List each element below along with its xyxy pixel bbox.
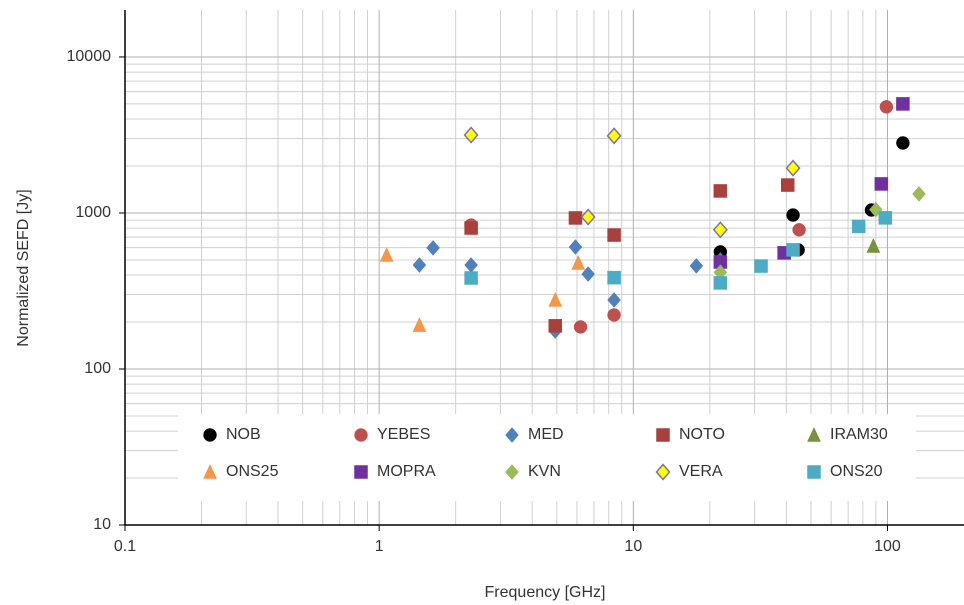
legend-label: ONS25	[226, 463, 279, 480]
legend-label: VERA	[679, 463, 723, 480]
legend-marker	[203, 463, 217, 479]
y-tick-label: 1000	[75, 204, 111, 221]
data-point	[548, 319, 563, 333]
x-tick-label: 100	[874, 538, 901, 555]
legend-marker	[354, 428, 368, 442]
data-point	[548, 291, 563, 307]
data-point	[786, 208, 800, 222]
data-point	[896, 97, 910, 111]
data-point	[785, 159, 801, 177]
data-point	[866, 237, 881, 253]
data-point	[606, 127, 622, 145]
data-point	[464, 271, 478, 285]
y-tick-label: 100	[84, 360, 111, 377]
data-point	[464, 221, 478, 235]
data-point	[568, 211, 583, 225]
legend-marker	[505, 464, 519, 480]
y-tick-label: 10000	[67, 48, 112, 65]
x-axis-title: Frequency [GHz]	[485, 584, 606, 601]
data-point	[379, 246, 394, 262]
legend-label: IRAM30	[830, 426, 888, 443]
data-point	[874, 177, 889, 191]
legend-box	[178, 414, 916, 501]
y-axis-title: Normalized SEFD [Jy]	[15, 189, 32, 346]
data-point	[607, 292, 621, 308]
data-point	[780, 178, 795, 192]
data-point	[879, 100, 894, 114]
data-point	[607, 270, 621, 285]
data-point	[581, 266, 595, 282]
y-tick-label: 10	[93, 516, 111, 533]
legend-label: MED	[528, 426, 564, 443]
data-point	[713, 276, 728, 290]
legend-marker	[203, 428, 217, 442]
data-point	[912, 186, 926, 202]
legend-label: NOTO	[679, 426, 725, 443]
data-point	[607, 308, 621, 322]
data-point	[580, 208, 596, 226]
legend-label: KVN	[528, 463, 561, 480]
legend-marker	[354, 465, 368, 479]
data-point	[571, 254, 586, 270]
data-point	[412, 317, 427, 332]
legend-marker	[505, 427, 519, 443]
legend-marker	[807, 426, 821, 442]
data-point	[412, 257, 427, 273]
data-point	[568, 239, 583, 255]
legend-label: YEBES	[377, 426, 430, 443]
data-point	[786, 243, 800, 257]
data-point	[792, 223, 806, 237]
data-point	[712, 221, 728, 239]
x-tick-label: 0.1	[114, 538, 136, 555]
data-point	[573, 320, 588, 334]
legend-marker	[807, 465, 821, 479]
data-point	[426, 240, 440, 256]
data-point	[713, 184, 728, 198]
legend-label: NOB	[226, 426, 261, 443]
legend-label: ONS20	[830, 463, 883, 480]
data-point	[754, 259, 768, 273]
data-point	[607, 228, 621, 242]
legend-marker	[655, 463, 671, 481]
data-point	[878, 211, 893, 225]
x-tick-label: 10	[624, 538, 642, 555]
data-point	[463, 126, 479, 144]
x-tick-label: 1	[375, 538, 384, 555]
legend-label: MOPRA	[377, 463, 436, 480]
legend-marker	[656, 428, 670, 442]
data-point	[689, 258, 704, 274]
data-point	[896, 136, 910, 150]
data-point	[851, 219, 866, 234]
